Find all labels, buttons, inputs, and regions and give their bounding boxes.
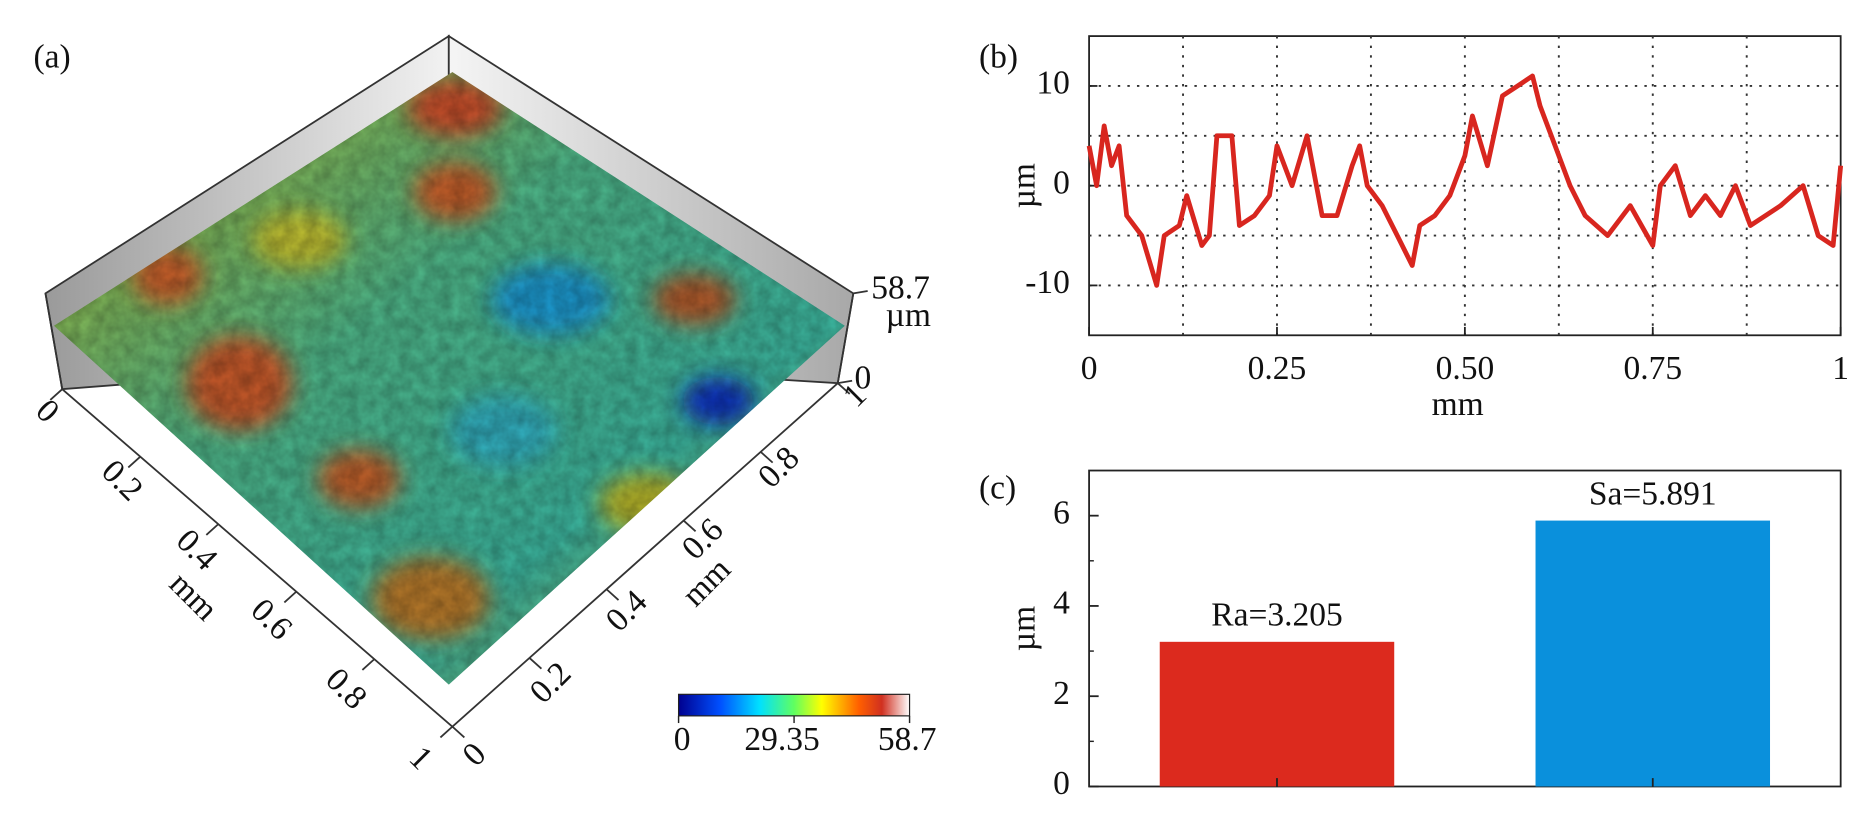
y-tick-label: 0 <box>1053 164 1070 201</box>
box-edge <box>836 293 855 384</box>
x-tick-label: 0.75 <box>1623 350 1682 387</box>
panel-label: (c) <box>979 470 1016 507</box>
y-tick-label: -10 <box>1025 264 1070 301</box>
x-tick-label: 0.6 <box>244 591 300 647</box>
y-tick <box>451 725 465 739</box>
x-tick <box>283 590 297 604</box>
y-tick-label: 0.2 <box>523 655 579 711</box>
colorbar-tick-label: 29.35 <box>744 721 819 758</box>
y-tick <box>760 451 774 464</box>
y-tick-label: 10 <box>1036 65 1070 102</box>
x-tick-label: 1 <box>1832 350 1849 387</box>
y-axis-label: µm <box>1006 163 1043 208</box>
y-axis-label: mm <box>675 551 738 614</box>
x-tick-label: 0.25 <box>1248 350 1307 387</box>
y-tick <box>605 588 620 601</box>
box-edge <box>44 293 64 390</box>
x-axis-label: mm <box>162 565 225 628</box>
z-tick-label: 58.7 <box>871 270 930 307</box>
y-tick-label: 0 <box>1053 765 1070 802</box>
surface-panel <box>44 34 911 728</box>
x-tick-label: 1 <box>402 739 440 777</box>
y-tick-label: 6 <box>1053 494 1070 531</box>
x-tick-label: 0.50 <box>1436 350 1495 387</box>
value-label: Sa=5.891 <box>1589 475 1717 512</box>
z-tick <box>853 290 868 295</box>
y-axis-label: µm <box>1006 606 1043 651</box>
y-tick-label: 4 <box>1053 585 1070 622</box>
x-tick <box>439 725 453 739</box>
colorbar-tick-label: 58.7 <box>878 721 937 758</box>
x-tick-label: 0.2 <box>94 453 150 509</box>
colorbar <box>677 693 911 717</box>
x-tick <box>127 455 141 469</box>
z-tick <box>837 379 853 385</box>
panel-label: (b) <box>979 39 1018 76</box>
x-tick <box>49 388 63 401</box>
y-tick <box>528 657 543 670</box>
plot-frame <box>1088 469 1842 788</box>
x-tick <box>361 658 375 671</box>
colorbar-tick-label: 0 <box>674 721 691 758</box>
z-axis-label: µm <box>886 297 931 334</box>
y-tick-label: 0.8 <box>751 439 807 495</box>
bar-panel <box>1088 469 1842 788</box>
y-tick <box>837 382 851 395</box>
x-tick-label: 0.8 <box>318 661 374 717</box>
x-axis-label: mm <box>1432 386 1484 423</box>
bar <box>1159 641 1395 787</box>
z-tick-label: 0 <box>855 359 872 396</box>
y-tick-label: 0 <box>455 736 493 774</box>
profile-line <box>1086 73 1844 288</box>
x-tick-label: 0 <box>1081 350 1098 387</box>
x-tick-label: 0 <box>28 392 66 430</box>
y-tick-label: 0.4 <box>599 583 655 639</box>
panel-label: (a) <box>34 39 71 76</box>
bar <box>1535 520 1771 787</box>
value-label: Ra=3.205 <box>1211 597 1342 634</box>
x-tick-label: 0.4 <box>169 522 225 578</box>
y-tick <box>683 519 697 532</box>
x-tick <box>205 523 219 536</box>
y-tick-label: 2 <box>1053 675 1070 712</box>
